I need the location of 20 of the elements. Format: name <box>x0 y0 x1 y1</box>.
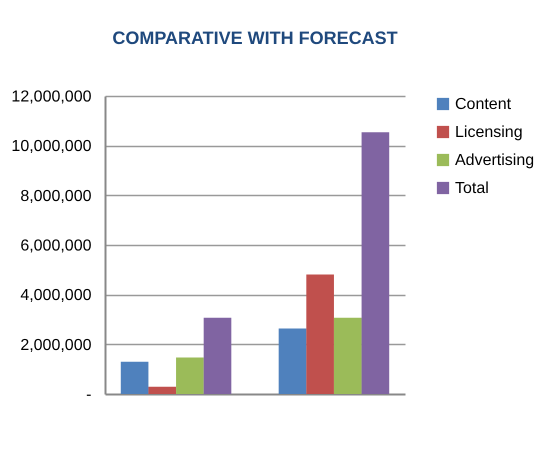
y-tick-label: 2,000,000 <box>20 336 92 354</box>
bar <box>306 274 334 394</box>
chart-title: COMPARATIVE WITH FORECAST <box>112 28 398 48</box>
bar <box>148 386 176 394</box>
y-tick-label: 6,000,000 <box>20 238 92 254</box>
y-tick-label: - <box>86 386 92 404</box>
bar <box>176 357 204 394</box>
bar <box>278 328 306 394</box>
y-tick-label: 4,000,000 <box>20 287 92 304</box>
bar <box>334 318 362 394</box>
legend-label: Advertising <box>455 152 534 169</box>
bar <box>120 362 148 394</box>
y-tick-label: 10,000,000 <box>11 138 92 156</box>
legend-label: Licensing <box>455 124 523 141</box>
legend-label: Content <box>455 96 512 113</box>
y-tick-label: 8,000,000 <box>20 188 92 205</box>
bar <box>204 318 232 394</box>
bar <box>362 132 390 394</box>
legend-label: Total <box>455 180 489 197</box>
y-tick-label: 12,000,000 <box>11 88 92 106</box>
